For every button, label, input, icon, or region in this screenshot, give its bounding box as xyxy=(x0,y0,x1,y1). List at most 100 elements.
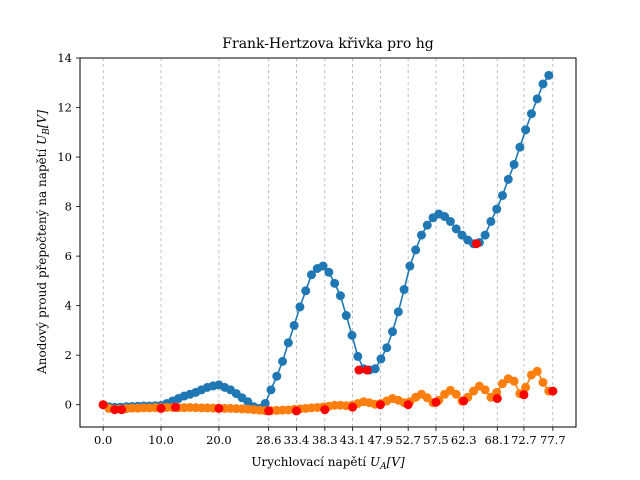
highlight-point xyxy=(110,405,120,415)
data-point xyxy=(330,278,340,288)
data-point xyxy=(451,224,461,234)
highlight-point xyxy=(117,405,127,415)
highlight-point xyxy=(548,386,558,396)
data-point xyxy=(341,311,351,321)
y-tick-label: 6 xyxy=(65,249,72,263)
data-point xyxy=(532,366,542,376)
data-point xyxy=(498,190,507,200)
data-point xyxy=(376,354,386,364)
x-tick-label: 62.3 xyxy=(451,433,477,447)
data-point xyxy=(486,216,496,226)
data-point xyxy=(480,230,490,240)
data-point xyxy=(526,109,536,119)
data-point xyxy=(353,351,363,361)
data-point xyxy=(509,376,519,386)
highlight-point xyxy=(492,394,502,404)
x-tick-label: 43.1 xyxy=(340,433,366,447)
y-tick-label: 10 xyxy=(57,150,72,164)
highlight-point xyxy=(519,390,529,400)
y-tick-label: 12 xyxy=(57,101,72,115)
data-point xyxy=(538,377,548,387)
x-tick-label: 47.9 xyxy=(368,433,394,447)
data-point xyxy=(272,371,282,381)
data-point xyxy=(445,216,455,226)
data-point xyxy=(532,94,542,104)
x-axis-label: Urychlovací napětí UA[V] xyxy=(251,455,405,472)
data-point xyxy=(318,261,328,271)
highlight-point xyxy=(291,406,301,416)
ticks-layer: 0.0 10.0 20.0 28.6 33.4 38.3 43.1 47.9 52.7 57.5 6… xyxy=(57,51,565,447)
x-tick-label: 33.4 xyxy=(284,433,310,447)
y-tick-label: 4 xyxy=(65,299,72,313)
highlight-point xyxy=(354,365,364,375)
data-point xyxy=(451,389,461,399)
data-point xyxy=(509,159,519,169)
x-axis-label-unit: [V] xyxy=(387,455,405,469)
axes-frame xyxy=(79,57,577,428)
highlight-point xyxy=(431,397,441,407)
data-point xyxy=(422,220,432,230)
data-point xyxy=(492,204,502,214)
data-point xyxy=(307,270,317,280)
y-tick-label: 2 xyxy=(65,348,72,362)
data-point xyxy=(301,286,311,296)
x-tick-label: 10.0 xyxy=(148,433,174,447)
data-point xyxy=(393,307,403,317)
data-point xyxy=(295,302,305,312)
x-tick-label: 68.1 xyxy=(484,433,510,447)
data-point xyxy=(382,343,392,353)
x-tick-label: 52.7 xyxy=(395,433,421,447)
chart-title: Frank-Hertzova křivka pro hg xyxy=(222,36,433,52)
highlight-point xyxy=(362,365,372,375)
highlight-point xyxy=(459,396,469,406)
highlight-point xyxy=(375,400,385,410)
data-point xyxy=(521,382,531,392)
highlight-point xyxy=(214,403,224,413)
y-axis-label: Anodový proud přepočtený na napětí UB[V] xyxy=(35,110,52,375)
data-point xyxy=(544,70,554,80)
data-point xyxy=(347,330,357,340)
data-point xyxy=(324,267,334,277)
highlight-point xyxy=(98,400,108,410)
x-tick-label: 38.3 xyxy=(312,433,338,447)
y-axis-label-text: Anodový proud přepočtený na napětí xyxy=(35,149,49,375)
x-axis-label-sub: A xyxy=(379,462,387,472)
highlight-point xyxy=(171,402,180,412)
data-point xyxy=(405,261,415,271)
y-axis-label-sub: B xyxy=(42,128,52,136)
y-axis-label-math: U xyxy=(35,134,49,145)
y-tick-label: 0 xyxy=(65,398,72,412)
x-tick-label: 57.5 xyxy=(423,433,449,447)
y-axis-label-unit: [V] xyxy=(35,110,49,128)
data-point xyxy=(538,79,548,89)
data-point xyxy=(289,320,299,330)
data-point xyxy=(370,364,380,374)
data-point xyxy=(480,385,490,395)
x-tick-label: 0.0 xyxy=(94,433,112,447)
highlight-layer xyxy=(98,239,558,416)
y-tick-label: 14 xyxy=(57,51,72,65)
y-tick-label: 8 xyxy=(65,200,72,214)
grid-layer xyxy=(102,58,554,427)
x-tick-label: 72.7 xyxy=(511,433,537,447)
data-point xyxy=(260,398,270,408)
data-point xyxy=(521,125,531,135)
data-point xyxy=(411,245,421,255)
data-point xyxy=(283,338,293,348)
x-tick-label: 77.7 xyxy=(540,433,566,447)
data-point xyxy=(278,356,288,366)
highlight-point xyxy=(471,239,481,249)
x-axis-label-math: U xyxy=(370,455,381,469)
x-axis-label-text: Urychlovací napětí xyxy=(251,455,366,469)
data-point xyxy=(399,285,409,295)
highlight-point xyxy=(403,400,413,410)
highlight-point xyxy=(264,406,274,416)
highlight-point xyxy=(320,405,330,415)
x-tick-label: 28.6 xyxy=(256,433,282,447)
x-tick-label: 20.0 xyxy=(206,433,232,447)
data-point xyxy=(335,291,345,301)
highlight-point xyxy=(156,403,166,413)
highlight-point xyxy=(348,402,358,412)
